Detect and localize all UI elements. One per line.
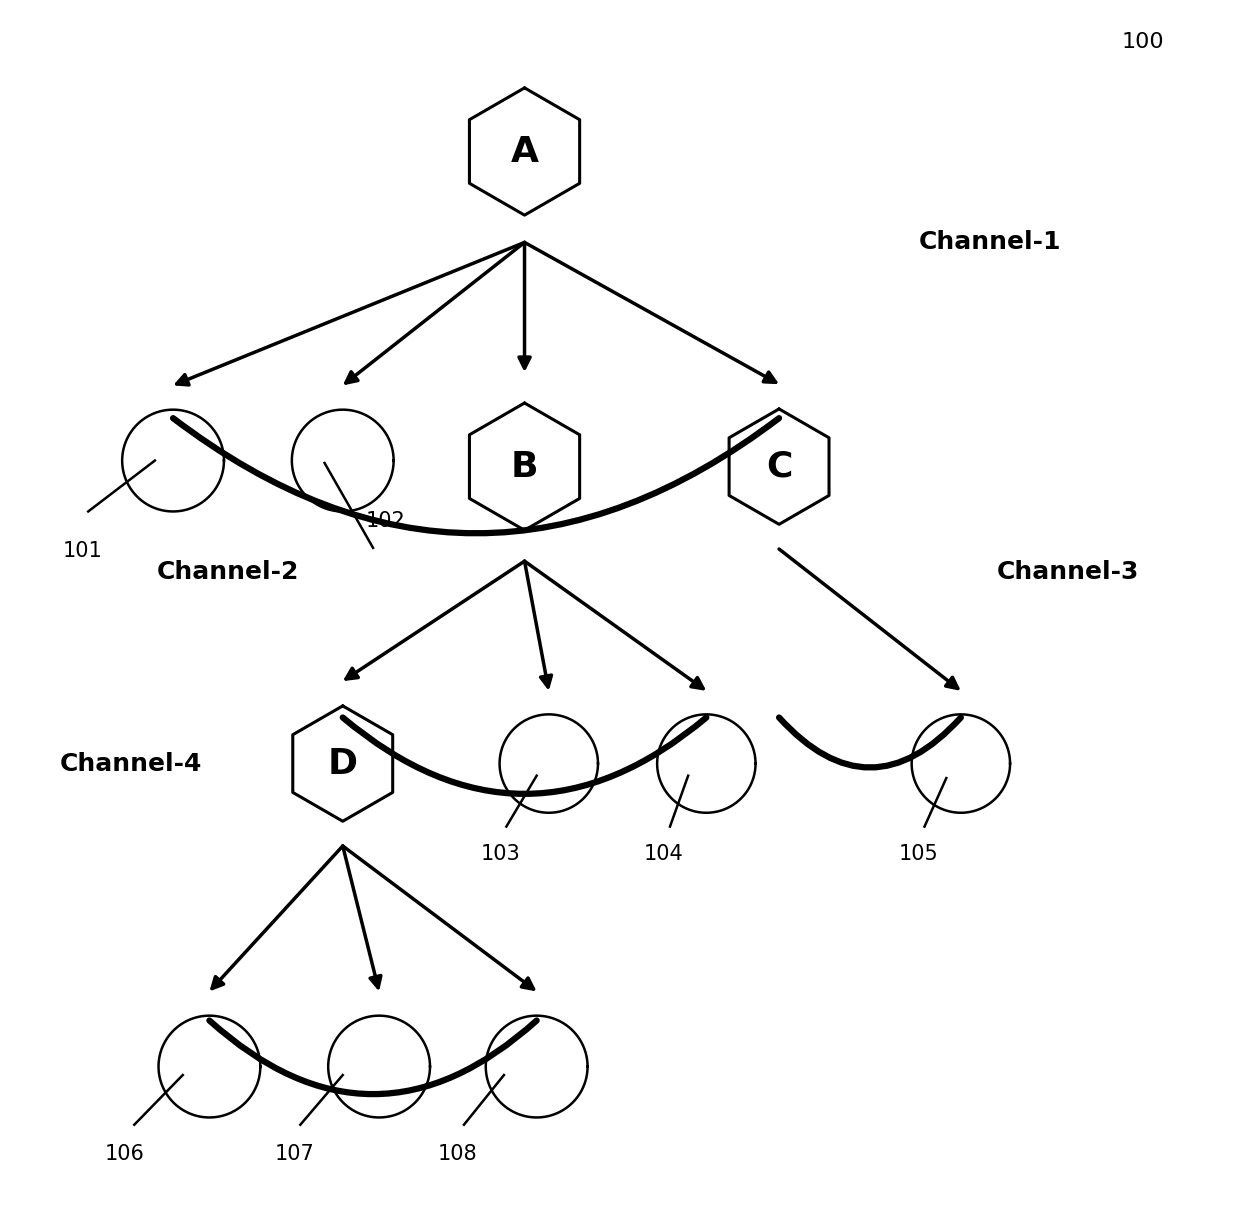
Text: 107: 107	[275, 1144, 314, 1164]
Text: 108: 108	[438, 1144, 477, 1164]
Text: 105: 105	[899, 845, 938, 864]
Text: A: A	[511, 135, 538, 168]
Text: 106: 106	[104, 1144, 144, 1164]
Text: 104: 104	[644, 845, 684, 864]
Text: Channel-2: Channel-2	[157, 560, 298, 584]
Text: Channel-3: Channel-3	[997, 560, 1140, 584]
Text: 103: 103	[481, 845, 520, 864]
Text: D: D	[328, 747, 358, 781]
Text: 102: 102	[365, 511, 405, 531]
Text: B: B	[511, 450, 538, 484]
Text: Channel-1: Channel-1	[919, 230, 1062, 255]
Text: Channel-4: Channel-4	[60, 751, 201, 776]
Text: 100: 100	[1121, 33, 1163, 52]
Text: 101: 101	[62, 542, 102, 561]
Text: C: C	[766, 450, 792, 484]
